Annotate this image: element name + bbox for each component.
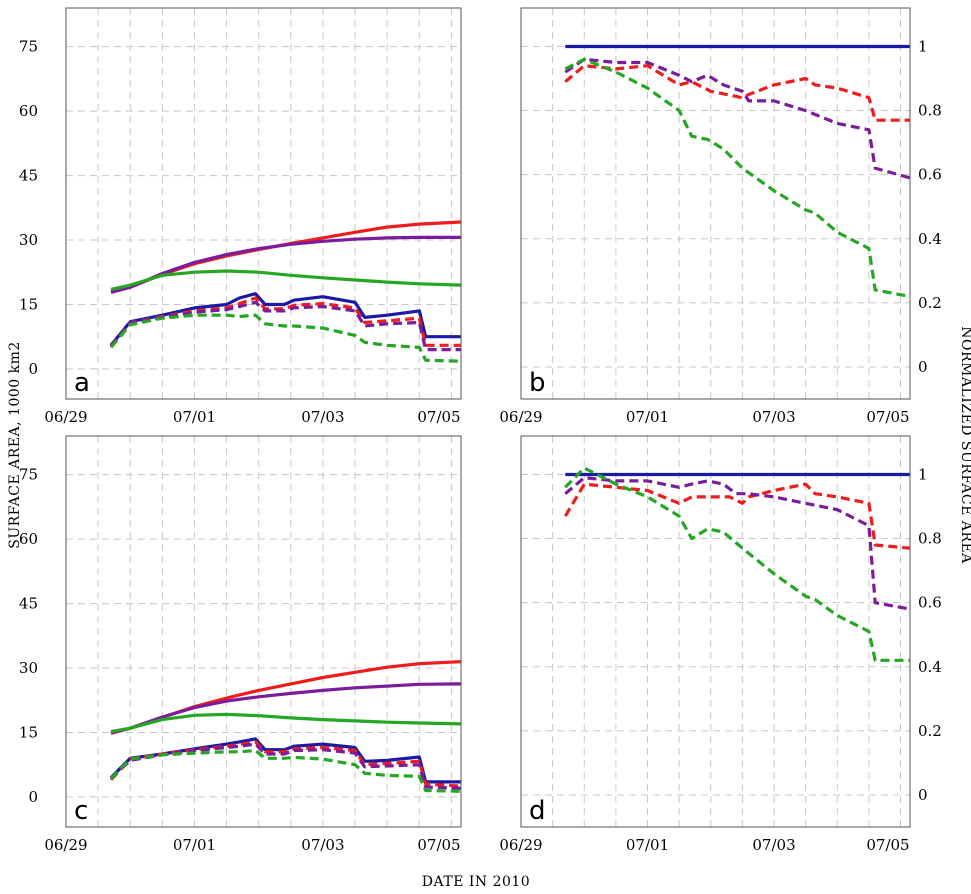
y-tick-label: 45 (19, 595, 38, 613)
x-tick-label: 07/03 (301, 836, 344, 854)
panel-d: 0 0.2 0.4 0.6 0.8 1 06/29 07/01 07/03 07/05 d (499, 435, 942, 854)
plot-frame (65, 435, 462, 828)
x-tick-label: 06/29 (499, 836, 542, 854)
x-tick-label: 07/01 (626, 836, 669, 854)
series-purple-solid (110, 682, 462, 735)
y-axis-label-left: SURFACE AREA, 1000 km2 (7, 341, 23, 549)
x-tick-label: 06/29 (499, 408, 542, 426)
x-tick-label: 06/29 (44, 408, 87, 426)
x-tick-label: 07/01 (173, 408, 216, 426)
x-tick-label: 07/05 (866, 408, 909, 426)
x-tick-label: 07/03 (752, 836, 795, 854)
panel-letter: b (529, 368, 546, 398)
y-tick-label: 0 (28, 788, 38, 806)
series-red-dashed (563, 482, 911, 550)
series-purple-dashed (564, 476, 911, 611)
x-tick-label: 06/29 (44, 836, 87, 854)
panel-letter: c (74, 796, 88, 826)
y-tick-label: 75 (19, 38, 38, 56)
plot-frame (520, 7, 911, 400)
y-tick-label: 30 (19, 659, 38, 677)
y-tick-label: 0.2 (918, 722, 942, 740)
y-tick-label: 0 (918, 786, 928, 804)
series-purple-dashed (109, 300, 461, 352)
x-tick-label: 07/05 (417, 408, 460, 426)
plot-frame (65, 7, 462, 400)
series-green-dashed (109, 748, 462, 793)
series-green-solid (110, 712, 462, 734)
series-red-solid (110, 220, 462, 294)
y-tick-label: 0.4 (918, 230, 942, 248)
y-tick-label: 1 (918, 465, 928, 483)
y-tick-label: 0.6 (918, 166, 942, 184)
y-tick-label: 30 (19, 231, 38, 249)
y-tick-label: 45 (19, 167, 38, 185)
series-purple-dashed (564, 57, 911, 180)
y-tick-label: 0.8 (918, 102, 942, 120)
y-tick-label: 0.4 (918, 658, 942, 676)
series-red-dashed (109, 740, 462, 788)
x-axis-label: DATE IN 2010 (422, 874, 530, 890)
panel-letter: d (529, 796, 546, 826)
y-tick-label: 0 (918, 358, 928, 376)
series-green-dashed (109, 313, 462, 363)
y-tick-label: 0.6 (918, 594, 942, 612)
y-axis-label-right: NORMALIZED SURFACE AREA (958, 326, 971, 564)
y-tick-label: 15 (19, 723, 38, 741)
y-tick-label: 0.8 (918, 530, 942, 548)
series-red-dashed (564, 64, 910, 122)
x-tick-label: 07/01 (626, 408, 669, 426)
series-green-dashed (564, 57, 911, 298)
series-blue-solid (109, 292, 461, 347)
panel-letter: a (74, 368, 90, 398)
series-green-solid (110, 269, 462, 291)
panel-c: 0 15 30 45 60 75 06/29 07/01 07/03 07/05 c (19, 435, 462, 854)
y-tick-label: 60 (19, 102, 38, 120)
x-tick-label: 07/05 (866, 836, 909, 854)
panel-b: 0 0.2 0.4 0.6 0.8 1 06/29 07/01 07/03 07/05 b (499, 7, 942, 426)
panel-a: 0 15 30 45 60 75 06/29 07/01 07/03 07/05 a (19, 7, 462, 426)
y-tick-label: 75 (19, 466, 38, 484)
y-tick-label: 1 (918, 37, 928, 55)
series-green-dashed (564, 466, 910, 662)
y-tick-label: 0 (28, 360, 38, 378)
series-blue-solid (109, 737, 461, 784)
y-tick-label: 0.2 (918, 294, 942, 312)
x-tick-label: 07/03 (301, 408, 344, 426)
x-tick-label: 07/05 (417, 836, 460, 854)
x-tick-label: 07/01 (173, 836, 216, 854)
series-purple-dashed (109, 742, 462, 790)
y-tick-label: 15 (19, 295, 38, 313)
y-tick-label: 60 (19, 530, 38, 548)
plot-frame (520, 435, 911, 828)
x-tick-label: 07/03 (752, 408, 795, 426)
